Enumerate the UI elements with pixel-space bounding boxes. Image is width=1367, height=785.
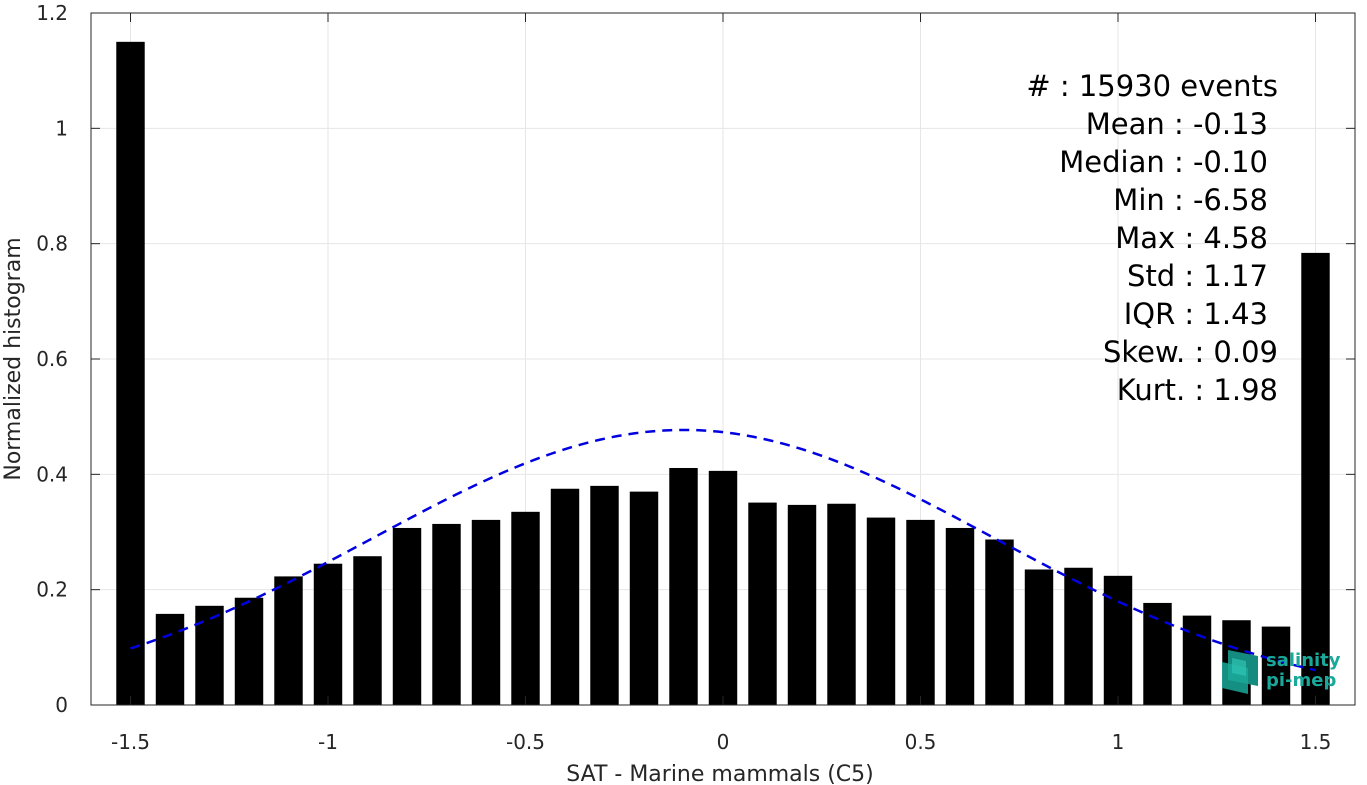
- x-axis-label: SAT - Marine mammals (C5): [566, 762, 874, 785]
- x-tick-label: -1.5: [111, 730, 150, 754]
- y-tick-label: 1: [55, 116, 68, 140]
- salinity-pimep-logo: salinity pi-mep: [1222, 650, 1341, 694]
- histogram-bar: [195, 605, 224, 705]
- y-tick-label: 0.6: [36, 347, 68, 371]
- stats-median: Median : -0.10: [1059, 145, 1268, 179]
- x-tick-label: 1.5: [1300, 730, 1332, 754]
- histogram-bar: [708, 470, 738, 705]
- histogram-bar: [787, 504, 817, 705]
- histogram-bar: [155, 613, 185, 705]
- y-tick-labels: 0 0.2 0.4 0.6 0.8 1 1.2: [36, 1, 68, 717]
- histogram-bar: [392, 527, 422, 705]
- y-tick-label: 0.8: [36, 232, 68, 256]
- histogram-bar: [985, 539, 1014, 705]
- histogram-bar: [906, 519, 935, 705]
- stats-iqr: IQR : 1.43: [1124, 297, 1268, 331]
- histogram-bar: [1182, 615, 1212, 705]
- stats-std: Std : 1.17: [1127, 259, 1268, 293]
- histogram-bar: [866, 517, 896, 705]
- histogram-bar: [234, 597, 264, 705]
- stats-count: # : 15930 events: [1026, 69, 1278, 103]
- histogram-bar: [1024, 569, 1054, 705]
- histogram-bar: [313, 563, 343, 705]
- histogram-bar: [1301, 252, 1330, 706]
- y-tick-label: 0: [55, 693, 68, 717]
- stats-kurt: Kurt. : 1.98: [1117, 373, 1278, 407]
- histogram-bar: [590, 485, 619, 705]
- histogram-bar: [550, 488, 580, 705]
- logo-text-line2: pi-mep: [1266, 670, 1336, 691]
- histogram-bar: [629, 491, 659, 705]
- x-tick-labels: -1.5 -1 -0.5 0 0.5 1 1.5: [111, 730, 1331, 754]
- stats-mean: Mean : -0.13: [1086, 107, 1268, 141]
- histogram-bar: [748, 502, 777, 705]
- stats-max: Max : 4.58: [1115, 221, 1268, 255]
- logo-mark-icon: [1222, 650, 1258, 694]
- histogram-bar: [1103, 575, 1133, 705]
- x-tick-label: 0.5: [905, 730, 937, 754]
- histogram-bar: [116, 41, 145, 706]
- histogram-bar: [669, 467, 698, 705]
- histogram-bar: [432, 523, 461, 705]
- y-tick-label: 1.2: [36, 1, 68, 25]
- y-axis-label: Normalized histogram: [1, 237, 26, 480]
- stats-skew: Skew. : 0.09: [1103, 335, 1278, 369]
- histogram-bar: [511, 511, 540, 705]
- histogram-bar: [827, 503, 856, 705]
- logo-text-line1: salinity: [1266, 650, 1341, 671]
- x-tick-label: -1: [318, 730, 338, 754]
- histogram-bar: [274, 576, 303, 705]
- histogram-bar: [1261, 626, 1291, 705]
- x-tick-label: 0: [717, 730, 730, 754]
- histogram-bar: [471, 519, 501, 705]
- x-tick-label: -0.5: [506, 730, 545, 754]
- axis-ticks: [91, 12, 1355, 706]
- histogram-bar: [353, 556, 382, 705]
- y-tick-label: 0.4: [36, 462, 68, 486]
- histogram-bar: [945, 527, 975, 705]
- stats-min: Min : -6.58: [1113, 183, 1268, 217]
- fit-curve: [130, 428, 1316, 672]
- histogram-bars: [116, 41, 1330, 706]
- y-tick-label: 0.2: [36, 578, 68, 602]
- stats-annotation: # : 15930 events Mean : -0.13 Median : -…: [1026, 69, 1278, 407]
- histogram-bar: [1064, 567, 1093, 705]
- x-tick-label: 1: [1112, 730, 1125, 754]
